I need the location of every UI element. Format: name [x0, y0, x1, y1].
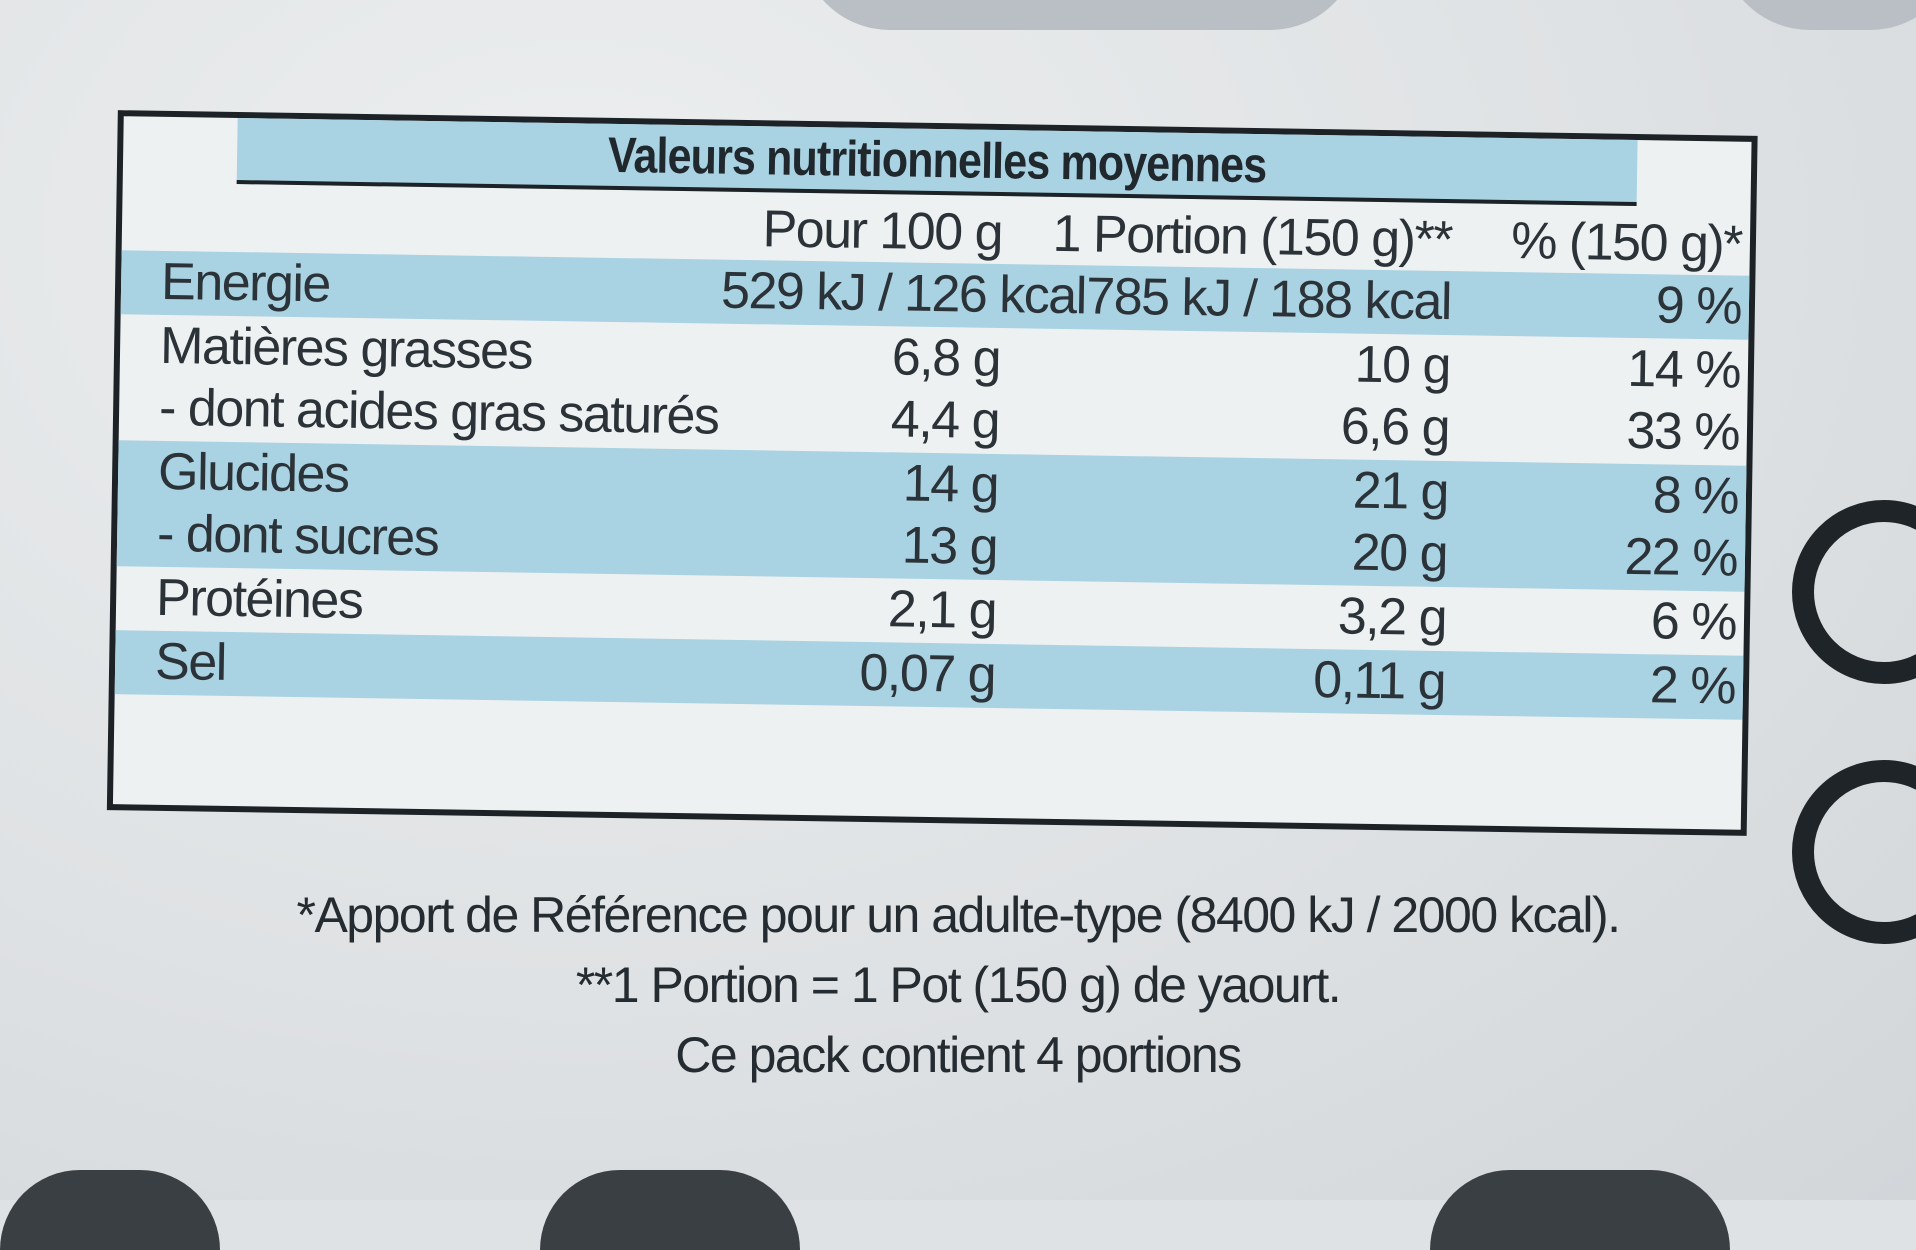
- value-per-100g: 529 kJ / 126 kcal: [720, 261, 1087, 326]
- value-per-100g: 13 g: [901, 516, 998, 577]
- value-per-100g: 4,4 g: [890, 390, 1000, 451]
- footnotes: *Apport de Référence pour un adulte-type…: [0, 880, 1916, 1090]
- nutrient-label: Protéines: [155, 568, 363, 631]
- packaging-cutout: [800, 0, 1360, 30]
- value-percent: 14 %: [1626, 339, 1741, 400]
- value-portion: 20 g: [1351, 523, 1448, 584]
- footnote-pack-content: Ce pack contient 4 portions: [675, 1027, 1242, 1083]
- column-header-percent: % (150 g)*: [1510, 212, 1743, 274]
- value-percent: 33 %: [1626, 401, 1740, 462]
- nutrition-table: Valeurs nutritionnelles moyennes Pour 10…: [106, 110, 1758, 836]
- value-portion: 10 g: [1354, 335, 1451, 396]
- nutrient-label: Energie: [160, 252, 331, 314]
- value-percent: 6 %: [1650, 592, 1737, 652]
- value-per-100g: 6,8 g: [891, 328, 1001, 389]
- table-row: Glucides - dont sucres 14 g 13 g 21 g 20…: [116, 440, 1747, 592]
- value-percent: 8 %: [1652, 466, 1739, 526]
- value-portion: 0,11 g: [1312, 651, 1446, 712]
- value-per-100g: 14 g: [902, 454, 999, 515]
- value-percent: 2 %: [1649, 656, 1736, 716]
- nutrient-sublabel: - dont acides gras saturés: [158, 378, 719, 446]
- value-percent: 9 %: [1655, 276, 1742, 336]
- value-percent: 22 %: [1624, 527, 1738, 588]
- value-portion: 785 kJ / 188 kcal: [1085, 267, 1452, 332]
- footnote-reference-intake: *Apport de Référence pour un adulte-type…: [296, 887, 1621, 943]
- packaging-cutout: [1430, 1170, 1730, 1250]
- nutrient-label: Sel: [154, 632, 227, 692]
- footnote-portion: **1 Portion = 1 Pot (150 g) de yaourt.: [575, 957, 1342, 1013]
- packaging-cutout: [540, 1170, 800, 1250]
- table-row: Matières grasses - dont acides gras satu…: [119, 314, 1749, 466]
- nutrient-label: Glucides: [157, 442, 349, 504]
- value-per-100g: 0,07 g: [859, 643, 996, 705]
- value-portion: 3,2 g: [1337, 587, 1447, 648]
- value-per-100g: 2,1 g: [887, 580, 997, 641]
- column-header-per-100g: Pour 100 g: [762, 200, 1003, 263]
- value-portion: 21 g: [1352, 461, 1449, 522]
- nutrient-label: Matières grasses: [159, 316, 533, 381]
- value-portion: 6,6 g: [1340, 397, 1450, 458]
- column-header-portion: 1 Portion (150 g)**: [1052, 204, 1453, 270]
- nutrition-label: Valeurs nutritionnelles moyennes Pour 10…: [96, 100, 1783, 864]
- nutrient-sublabel: - dont sucres: [156, 504, 439, 568]
